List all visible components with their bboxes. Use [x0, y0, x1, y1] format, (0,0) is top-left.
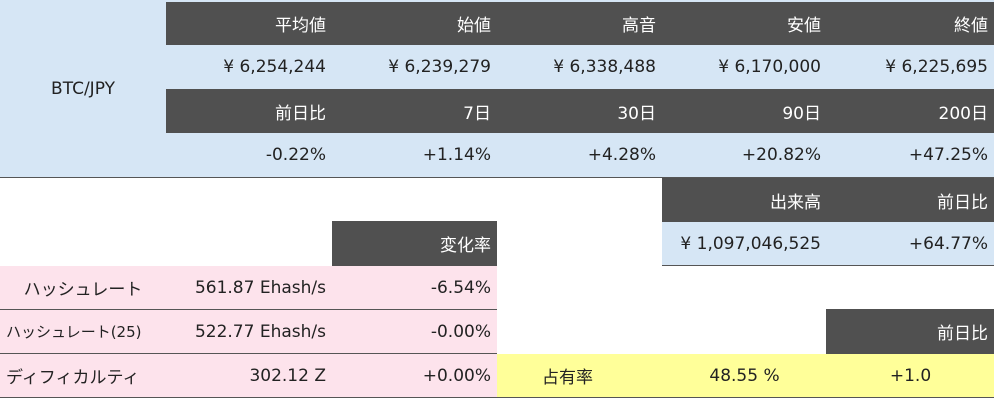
- header-change-90d: 90日: [662, 89, 827, 133]
- header-average: 平均値: [166, 2, 332, 45]
- value-average: ¥ 6,254,244: [223, 57, 326, 77]
- hashrate-label: ハッシュレート: [0, 266, 166, 310]
- change-200d: +47.25%: [908, 145, 988, 165]
- change-90d: +20.82%: [741, 145, 821, 165]
- change-30d: +4.28%: [587, 145, 656, 165]
- difficulty-label: ディフィカルティ: [0, 354, 166, 398]
- hashrate-change: -6.54%: [332, 266, 497, 310]
- header-dominance-change: 前日比: [826, 309, 994, 354]
- header-change-1d: 前日比: [166, 89, 332, 133]
- value-high: ¥ 6,338,488: [553, 57, 656, 77]
- hashrate25-value: 522.77 Ehash/s: [166, 310, 332, 354]
- dominance-label: 占有率: [497, 354, 662, 398]
- header-change-200d: 200日: [827, 89, 994, 133]
- hashrate-value: 561.87 Ehash/s: [166, 266, 332, 310]
- value-close: ¥ 6,225,695: [885, 57, 988, 77]
- value-low: ¥ 6,170,000: [718, 57, 821, 77]
- header-change-7d: 7日: [332, 89, 497, 133]
- dominance-value: 48.55 %: [662, 354, 827, 398]
- change-1d: -0.22%: [265, 145, 326, 165]
- header-change-30d: 30日: [497, 89, 662, 133]
- difficulty-change: +0.00%: [332, 354, 497, 398]
- header-close: 終値: [827, 2, 994, 45]
- value-open: ¥ 6,239,279: [388, 57, 491, 77]
- header-volume: 出来高: [662, 178, 827, 222]
- header-mining-change: 変化率: [332, 221, 497, 266]
- header-open: 始値: [332, 2, 497, 45]
- header-low: 安値: [662, 2, 827, 45]
- dominance-change: +1.0: [827, 354, 994, 398]
- change-7d: +1.14%: [422, 145, 491, 165]
- hashrate25-change: -0.00%: [332, 310, 497, 354]
- header-high: 高音: [497, 2, 662, 45]
- volume-value: ¥ 1,097,046,525: [662, 222, 827, 266]
- hashrate25-label: ハッシュレート(25): [0, 310, 166, 354]
- pair-label: BTC/JPY: [0, 0, 166, 178]
- difficulty-value: 302.12 Z: [166, 354, 332, 398]
- header-volume-change: 前日比: [827, 178, 994, 222]
- volume-change: +64.77%: [827, 222, 994, 266]
